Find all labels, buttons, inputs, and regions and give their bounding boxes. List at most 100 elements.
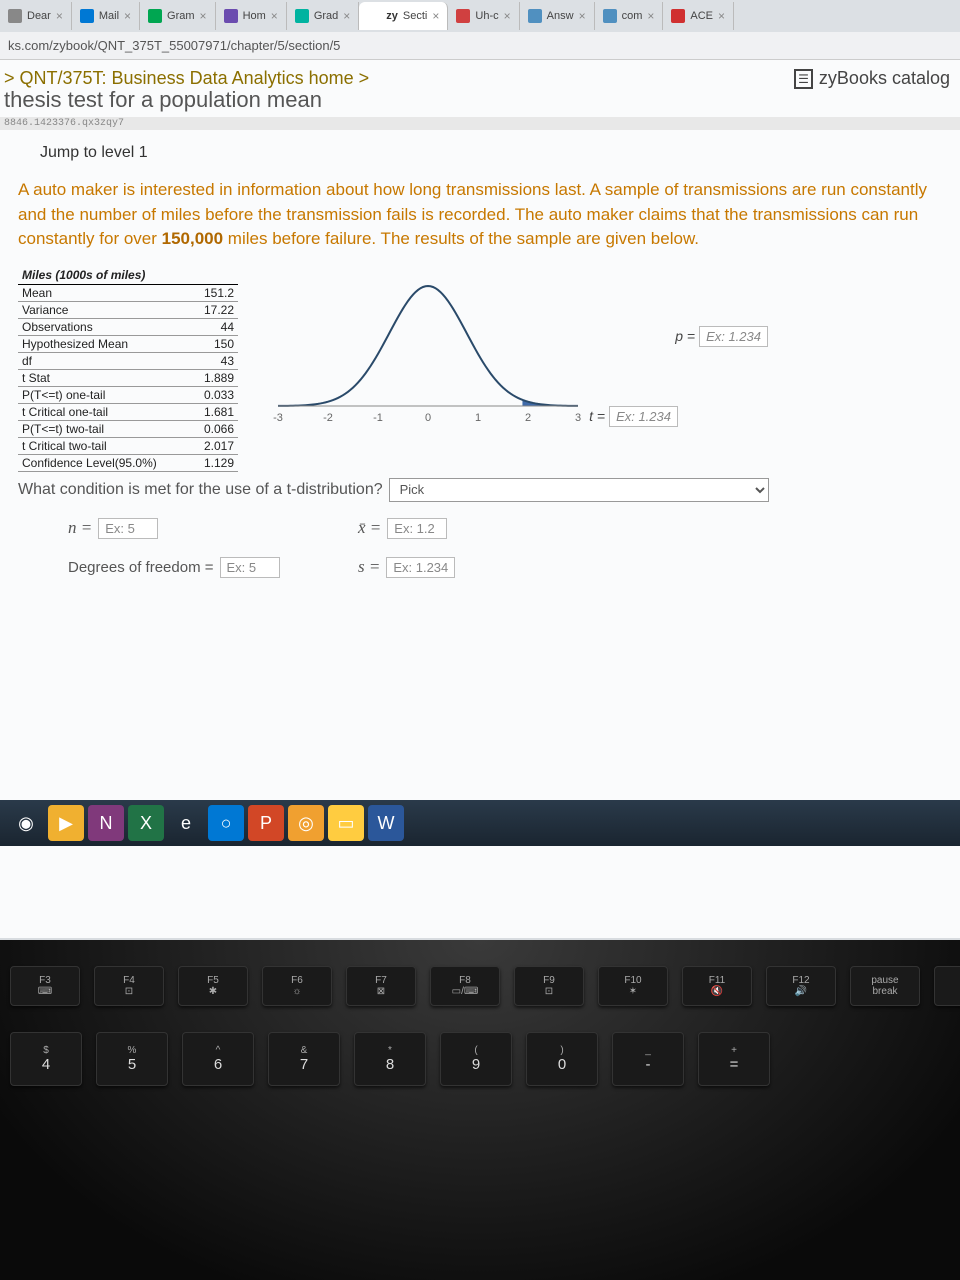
- browser-tab[interactable]: Hom ×: [216, 2, 287, 30]
- keyboard-key: *8: [354, 1032, 426, 1086]
- tab-label: ACE: [690, 10, 713, 22]
- tab-favicon: [224, 9, 238, 23]
- browser-tab[interactable]: com ×: [595, 2, 664, 30]
- table-row: Mean151.2: [18, 284, 238, 301]
- onenote-icon[interactable]: N: [88, 805, 124, 841]
- tab-label: com: [622, 10, 643, 22]
- excel-icon[interactable]: X: [128, 805, 164, 841]
- media-icon[interactable]: ▶: [48, 805, 84, 841]
- edge-icon[interactable]: e: [168, 805, 204, 841]
- stat-value: 1.681: [186, 403, 238, 420]
- axis-tick: -3: [273, 412, 283, 424]
- tab-label: Uh-c: [475, 10, 498, 22]
- stat-value: 17.22: [186, 301, 238, 318]
- catalog-button[interactable]: ☰ zyBooks catalog: [794, 68, 956, 89]
- tab-favicon: [8, 9, 22, 23]
- stat-label: Mean: [18, 284, 186, 301]
- code-stamp: 8846.1423376.qx3zqy7: [0, 117, 960, 130]
- keyboard-key: F4⊡: [94, 966, 164, 1006]
- chrome-icon[interactable]: ◉: [8, 805, 44, 841]
- condition-question: What condition is met for the use of a t…: [18, 481, 383, 499]
- keyboard-key: F9⊡: [514, 966, 584, 1006]
- df-label: Degrees of freedom =: [68, 559, 214, 576]
- s-input[interactable]: Ex: 1.234: [386, 557, 455, 578]
- browser-tab[interactable]: Gram ×: [140, 2, 216, 30]
- cortana-icon[interactable]: ○: [208, 805, 244, 841]
- stat-value: 0.066: [186, 420, 238, 437]
- keyboard-key: %5: [96, 1032, 168, 1086]
- close-icon[interactable]: ×: [432, 9, 439, 23]
- table-row: Confidence Level(95.0%)1.129: [18, 454, 238, 471]
- p-input[interactable]: Ex: 1.234: [699, 326, 768, 347]
- browser-tab[interactable]: Dear ×: [0, 2, 72, 30]
- stat-value: 150: [186, 335, 238, 352]
- xbar-input[interactable]: Ex: 1.2: [387, 518, 447, 539]
- stat-label: t Critical one-tail: [18, 403, 186, 420]
- stat-label: Variance: [18, 301, 186, 318]
- browser-tab[interactable]: Uh-c ×: [448, 2, 519, 30]
- close-icon[interactable]: ×: [56, 9, 63, 23]
- tab-favicon: [603, 9, 617, 23]
- keyboard-key: F6☼: [262, 966, 332, 1006]
- t-value-row: t = Ex: 1.234: [589, 406, 678, 427]
- url-bar[interactable]: ks.com/zybook/QNT_375T_55007971/chapter/…: [0, 32, 960, 60]
- distribution-chart: -3-2-10123 p = Ex: 1.234 t = Ex: 1.234: [258, 266, 598, 446]
- tab-favicon: [528, 9, 542, 23]
- t-input[interactable]: Ex: 1.234: [609, 406, 678, 427]
- stat-label: t Stat: [18, 369, 186, 386]
- stat-value: 0.033: [186, 386, 238, 403]
- keyboard-key: +=: [698, 1032, 770, 1086]
- close-icon[interactable]: ×: [124, 9, 131, 23]
- stats-table: Miles (1000s of miles) Mean151.2Variance…: [18, 266, 238, 472]
- stat-value: 2.017: [186, 437, 238, 454]
- condition-select[interactable]: Pick: [389, 478, 769, 502]
- close-icon[interactable]: ×: [718, 9, 725, 23]
- word-icon[interactable]: W: [368, 805, 404, 841]
- df-input[interactable]: Ex: 5: [220, 557, 280, 578]
- table-row: t Stat1.889: [18, 369, 238, 386]
- browser-tab[interactable]: Mail ×: [72, 2, 140, 30]
- p-label: p =: [675, 328, 695, 344]
- close-icon[interactable]: ×: [579, 9, 586, 23]
- xbar-label: x̄ =: [358, 518, 381, 538]
- keyboard-key: prtsy: [934, 966, 960, 1006]
- stat-label: df: [18, 352, 186, 369]
- explorer-icon[interactable]: ▭: [328, 805, 364, 841]
- keyboard-key: _-: [612, 1032, 684, 1086]
- jump-link[interactable]: Jump to level 1: [0, 130, 960, 170]
- stats-header: Miles (1000s of miles): [18, 266, 238, 285]
- table-row: t Critical two-tail2.017: [18, 437, 238, 454]
- catalog-label: zyBooks catalog: [819, 68, 950, 89]
- keyboard-key: F3⌨: [10, 966, 80, 1006]
- stat-label: Confidence Level(95.0%): [18, 454, 186, 471]
- close-icon[interactable]: ×: [271, 9, 278, 23]
- browser-tab[interactable]: zy Secti ×: [359, 2, 448, 30]
- list-icon: ☰: [794, 69, 813, 89]
- tab-favicon: [367, 9, 381, 23]
- powerpoint-icon[interactable]: P: [248, 805, 284, 841]
- breadcrumb[interactable]: > QNT/375T: Business Data Analytics home…: [4, 68, 794, 89]
- close-icon[interactable]: ×: [200, 9, 207, 23]
- tab-favicon: [456, 9, 470, 23]
- table-row: Hypothesized Mean150: [18, 335, 238, 352]
- browser-tab[interactable]: Answ ×: [520, 2, 595, 30]
- page-title: thesis test for a population mean: [4, 87, 794, 113]
- keyboard-key: F12🔊: [766, 966, 836, 1006]
- t-label: t =: [589, 408, 605, 424]
- axis-tick: 2: [525, 412, 531, 424]
- close-icon[interactable]: ×: [504, 9, 511, 23]
- n-input[interactable]: Ex: 5: [98, 518, 158, 539]
- table-row: df43: [18, 352, 238, 369]
- axis-tick: 1: [475, 412, 481, 424]
- keyboard-key: ^6: [182, 1032, 254, 1086]
- s-label: s =: [358, 557, 380, 577]
- app-icon[interactable]: ◎: [288, 805, 324, 841]
- close-icon[interactable]: ×: [343, 9, 350, 23]
- close-icon[interactable]: ×: [647, 9, 654, 23]
- tab-label: Dear: [27, 10, 51, 22]
- browser-tab[interactable]: ACE ×: [663, 2, 734, 30]
- tab-label: Gram: [167, 10, 195, 22]
- tab-label: Mail: [99, 10, 119, 22]
- browser-tab[interactable]: Grad ×: [287, 2, 359, 30]
- tab-favicon: [671, 9, 685, 23]
